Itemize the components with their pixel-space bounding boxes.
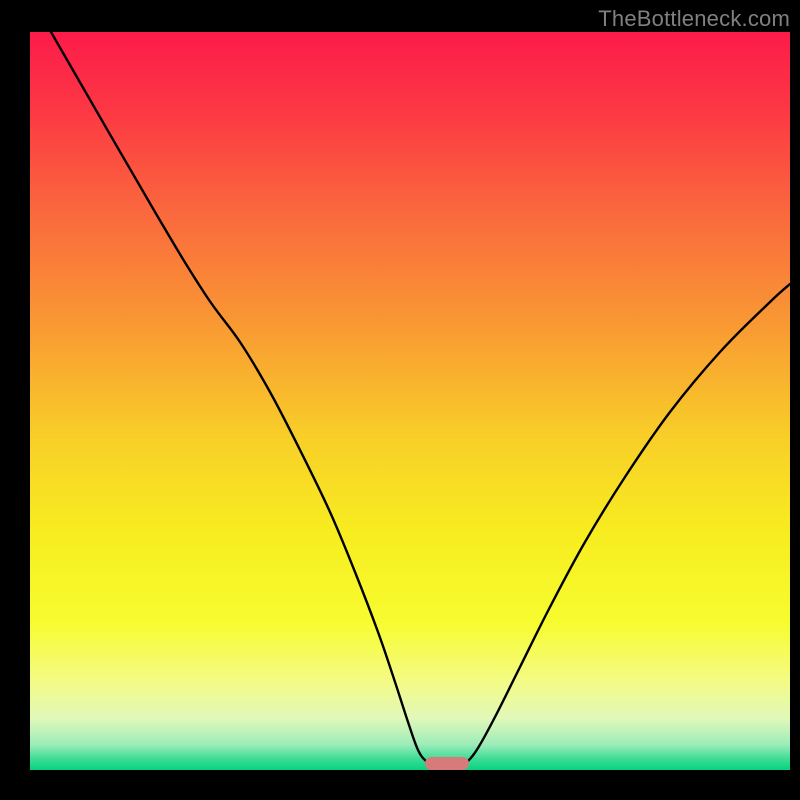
bottleneck-curve [30,32,790,770]
curve-path [51,32,790,763]
plot-area [30,32,790,770]
watermark-text: TheBottleneck.com [598,6,790,32]
chart-root: TheBottleneck.com [0,0,800,800]
optimum-marker [425,757,469,770]
